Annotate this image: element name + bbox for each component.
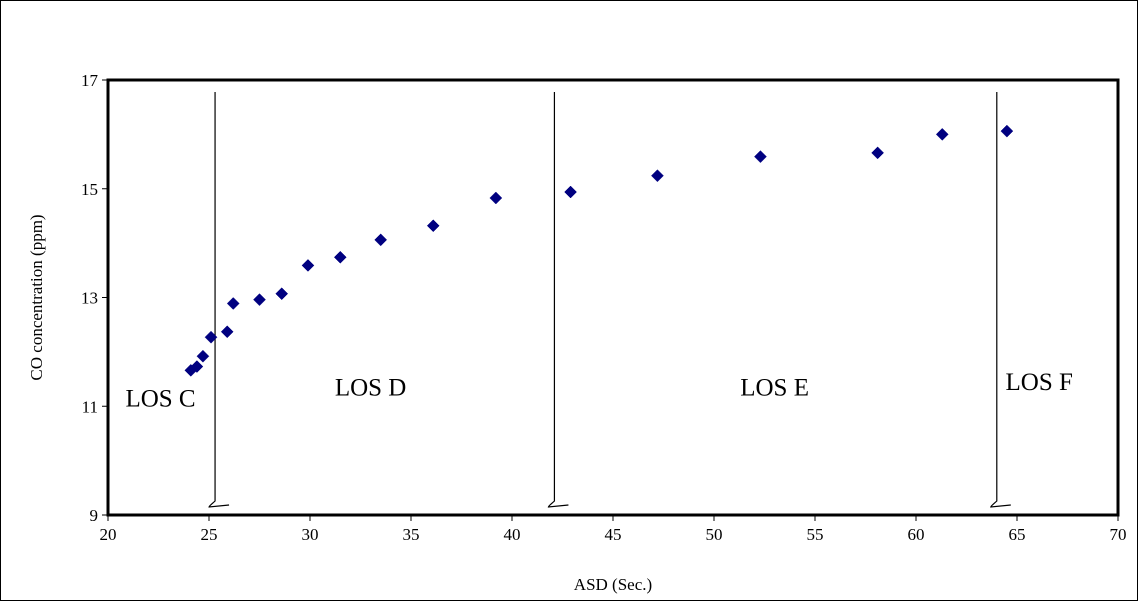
data-point [226,297,240,310]
data-point [190,360,204,373]
x-tick-label: 65 [1009,525,1026,544]
region-labels: LOS C LOS D LOS E LOS F [125,369,1072,412]
data-point [651,169,664,183]
y-tick-label: 13 [81,289,98,308]
y-axis: 9 11 13 15 17 [81,71,108,525]
x-axis-title: ASD (Sec.) [574,575,652,594]
x-tick-label: 25 [201,525,218,544]
data-point [564,185,577,199]
los-boundary-line [990,92,1011,508]
y-tick-label: 9 [90,506,99,525]
data-point [754,150,767,164]
region-label: LOS D [335,374,407,401]
x-tick-label: 50 [706,525,723,544]
data-point [204,330,218,344]
data-point [1000,124,1014,138]
plot-area [106,78,1120,517]
x-tick-label: 55 [807,525,824,544]
y-axis-title: CO concentration (ppm) [27,214,46,380]
y-tick-label: 17 [81,71,99,90]
x-tick-label: 35 [403,525,420,544]
data-point [871,146,884,160]
data-point [935,128,949,141]
region-label: LOS F [1006,369,1073,396]
data-point [275,287,289,301]
data-points [184,124,1014,377]
y-tick-label: 11 [82,397,98,416]
los-boundary-line [208,92,230,508]
x-tick-label: 40 [504,525,521,544]
data-point [253,293,266,307]
x-tick-label: 60 [908,525,925,544]
los-boundary-line [547,92,569,508]
y-tick-label: 15 [81,180,98,199]
data-point [489,191,503,205]
data-point [426,219,440,233]
x-tick-label: 45 [605,525,622,544]
data-point [374,233,388,247]
boundary-lines [208,92,1011,508]
x-tick-label: 20 [100,525,117,544]
data-point [333,250,347,264]
region-label: LOS C [125,385,195,412]
x-axis: 20 25 30 35 40 45 50 55 60 65 70 [100,515,1127,544]
x-tick-label: 30 [302,525,319,544]
data-point [301,259,315,272]
region-label: LOS E [740,374,809,401]
data-point [220,325,234,339]
x-tick-label: 70 [1110,525,1127,544]
data-point [196,349,210,363]
